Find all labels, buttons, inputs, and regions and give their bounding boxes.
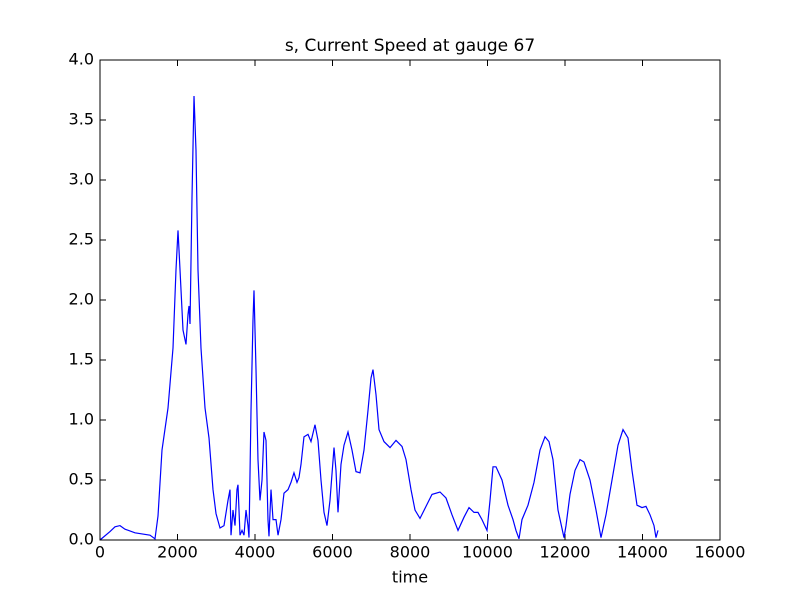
y-tick-label: 2.0	[69, 290, 94, 309]
x-tick-label: 6000	[312, 543, 353, 562]
x-axis-label: time	[392, 568, 428, 587]
chart-title: s, Current Speed at gauge 67	[285, 36, 535, 56]
y-tick-label: 1.5	[69, 350, 94, 369]
x-tick-label: 16000	[695, 543, 746, 562]
x-tick-label: 10000	[462, 543, 513, 562]
y-tick-label: 0.5	[69, 470, 94, 489]
y-tick-label: 4.0	[69, 50, 94, 69]
x-tick-label: 8000	[390, 543, 431, 562]
x-tick-label: 4000	[235, 543, 276, 562]
x-tick-label: 14000	[617, 543, 668, 562]
y-tick-label: 3.5	[69, 110, 94, 129]
y-tick-label: 3.0	[69, 170, 94, 189]
y-tick-label: 0.0	[69, 530, 94, 549]
y-tick-label: 2.5	[69, 230, 94, 249]
plot-frame	[99, 59, 721, 541]
data-line	[99, 95, 659, 541]
y-tick-label: 1.0	[69, 410, 94, 429]
x-tick-label: 12000	[540, 543, 591, 562]
x-tick-label: 0	[95, 543, 105, 562]
x-tick-label: 2000	[157, 543, 198, 562]
